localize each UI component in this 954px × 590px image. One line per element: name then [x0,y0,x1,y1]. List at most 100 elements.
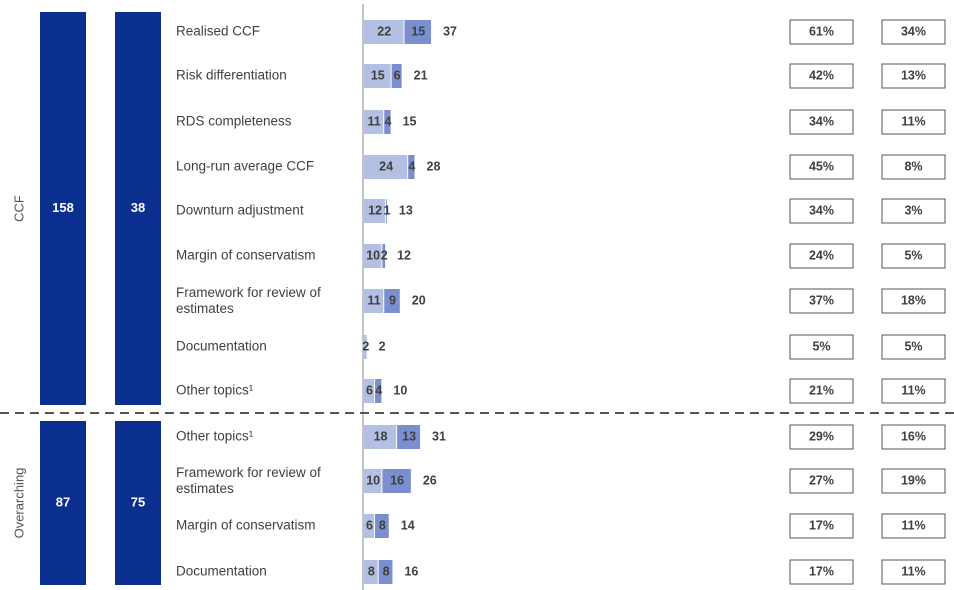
segment-label: 22 [377,24,391,38]
category-label: Other topics¹ [176,383,254,398]
bar-segment [382,244,386,268]
group-count: 158 [52,200,74,215]
group-count: 38 [131,200,145,215]
percent-box [789,513,854,539]
group-label: Overarching [11,468,26,539]
segment-label: 11 [368,293,381,307]
segment-label: 11 [368,114,381,128]
category-label: Downturn adjustment [176,203,304,218]
segment-label: 4 [384,114,391,128]
segment-label: 4 [408,159,415,173]
bar-segment [397,425,421,449]
percent-box [881,198,946,224]
bar-segment [384,110,391,134]
bar-segment [404,20,432,44]
percent-box [881,424,946,450]
group-block [115,12,161,405]
segment-label: 8 [379,518,386,532]
bar-segment [364,20,404,44]
bar-segment [384,289,400,313]
category-label: Documentation [176,564,267,579]
bar-segment [364,514,375,538]
segment-label: 15 [411,24,425,38]
percent-label: 11% [901,564,925,578]
percent-label: 24% [809,248,834,262]
percent-label: 19% [901,473,926,487]
total-label: 21 [414,68,428,82]
percent-label: 3% [904,203,922,217]
percent-box [881,19,946,45]
percent-label: 34% [809,203,834,217]
category-label: Risk differentiation [176,68,287,83]
percent-box [881,109,946,135]
segment-label: 18 [374,429,388,443]
segment-label: 6 [394,68,401,82]
group-block [40,12,86,405]
percent-box [789,378,854,404]
total-label: 15 [403,114,417,128]
bar-segment [364,289,384,313]
group-count: 75 [131,494,145,509]
percent-box [789,19,854,45]
segment-label: 24 [379,159,393,173]
bar-segment [364,469,382,493]
total-label: 16 [404,564,418,578]
percent-label: 34% [901,24,926,38]
bar-segment [364,64,391,88]
percent-label: 21% [809,383,834,397]
category-label: Long-run average CCF [176,159,314,174]
segment-label: 4 [375,383,382,397]
percent-box [789,559,854,585]
percent-label: 29% [809,429,834,443]
category-label: Margin of conservatism [176,248,316,263]
percent-box [789,334,854,360]
percent-label: 17% [809,518,834,532]
percent-label: 45% [809,159,834,173]
bar-segment [375,514,389,538]
percent-label: 5% [904,248,922,262]
percent-label: 16% [901,429,926,443]
segment-label: 6 [366,518,373,532]
bar-segment [391,64,402,88]
segment-label: 9 [389,293,396,307]
percent-label: 11% [901,518,925,532]
percent-label: 34% [809,114,834,128]
percent-label: 61% [809,24,834,38]
category-label: Framework for review of estimates [176,285,321,316]
segment-label: 13 [402,429,416,443]
bar-segment [386,199,387,223]
group-label: CCF [11,195,26,222]
segment-label: 8 [368,564,375,578]
segment-label: 16 [390,473,404,487]
percent-box [789,243,854,269]
percent-box [881,154,946,180]
bar-segment [364,199,386,223]
bar-segment [364,560,378,584]
percent-label: 11% [901,383,925,397]
total-label: 28 [427,159,441,173]
segment-label: 12 [368,203,382,217]
bar-segment [364,244,382,268]
total-label: 20 [412,293,426,307]
total-label: 26 [423,473,437,487]
category-label: Other topics¹ [176,429,254,444]
percent-label: 18% [901,293,926,307]
segment-label: 10 [366,473,380,487]
segment-label: 2 [362,339,369,353]
percent-label: 5% [904,339,922,353]
category-label: Realised CCF [176,24,260,39]
percent-box [789,63,854,89]
percent-box [881,513,946,539]
segment-label: 8 [383,564,390,578]
bar-segment [364,110,384,134]
percent-box [789,154,854,180]
percent-box [789,288,854,314]
category-label: Framework for review of estimates [176,465,321,496]
segment-label: 2 [381,248,388,262]
segment-label: 6 [366,383,373,397]
category-label: RDS completeness [176,114,292,129]
bar-segment [408,155,415,179]
segment-label: 15 [371,68,385,82]
percent-box [881,63,946,89]
